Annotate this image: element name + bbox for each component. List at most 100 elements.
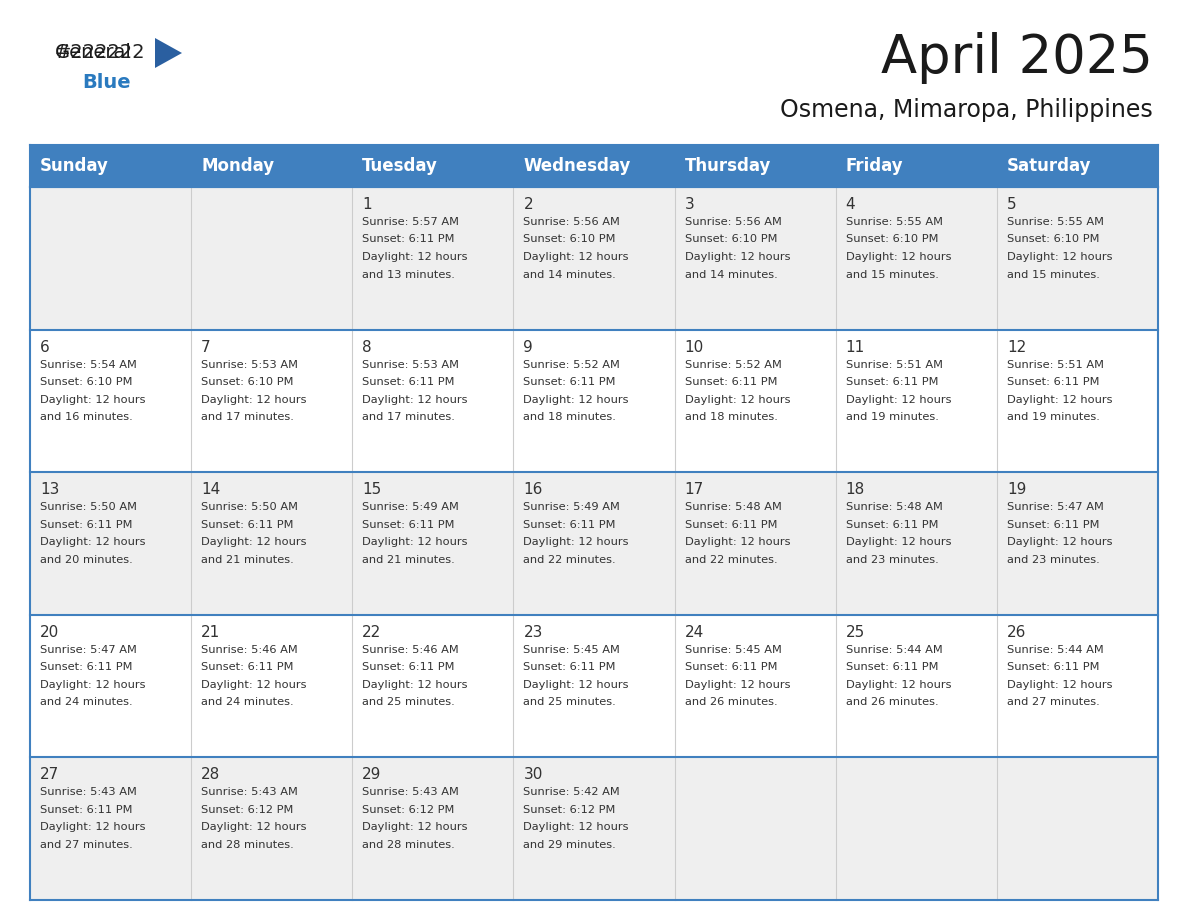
Bar	[191, 145, 353, 187]
Bar	[835, 145, 997, 187]
Text: Sunset: 6:12 PM: Sunset: 6:12 PM	[524, 805, 615, 815]
Text: Daylight: 12 hours: Daylight: 12 hours	[201, 395, 307, 405]
Text: Sunset: 6:10 PM: Sunset: 6:10 PM	[1007, 234, 1099, 244]
Text: Sunset: 6:12 PM: Sunset: 6:12 PM	[362, 805, 455, 815]
Text: Sunrise: 5:52 AM: Sunrise: 5:52 AM	[524, 360, 620, 370]
Text: Sunrise: 5:57 AM: Sunrise: 5:57 AM	[362, 217, 460, 227]
Text: 3: 3	[684, 197, 694, 212]
Text: and 23 minutes.: and 23 minutes.	[846, 554, 939, 565]
Text: Sunset: 6:11 PM: Sunset: 6:11 PM	[684, 377, 777, 387]
Bar	[513, 145, 675, 187]
Text: Monday: Monday	[201, 157, 274, 175]
Bar	[835, 615, 997, 757]
Text: Sunset: 6:11 PM: Sunset: 6:11 PM	[362, 662, 455, 672]
Text: 16: 16	[524, 482, 543, 498]
Text: Sunday: Sunday	[40, 157, 109, 175]
Bar	[675, 330, 835, 472]
Text: Sunrise: 5:52 AM: Sunrise: 5:52 AM	[684, 360, 782, 370]
Text: Daylight: 12 hours: Daylight: 12 hours	[846, 252, 952, 262]
Text: Saturday: Saturday	[1007, 157, 1092, 175]
Text: Sunrise: 5:51 AM: Sunrise: 5:51 AM	[846, 360, 943, 370]
Text: and 14 minutes.: and 14 minutes.	[684, 270, 777, 279]
Text: Sunset: 6:10 PM: Sunset: 6:10 PM	[524, 234, 615, 244]
Text: and 21 minutes.: and 21 minutes.	[201, 554, 293, 565]
Bar	[30, 145, 191, 187]
Text: Sunrise: 5:47 AM: Sunrise: 5:47 AM	[40, 644, 137, 655]
Text: Sunrise: 5:50 AM: Sunrise: 5:50 AM	[201, 502, 298, 512]
Bar	[353, 187, 513, 330]
Text: Daylight: 12 hours: Daylight: 12 hours	[524, 680, 628, 689]
Bar	[997, 145, 1158, 187]
Bar	[675, 615, 835, 757]
Text: Sunrise: 5:46 AM: Sunrise: 5:46 AM	[201, 644, 298, 655]
Text: Sunset: 6:12 PM: Sunset: 6:12 PM	[201, 805, 293, 815]
Bar	[997, 187, 1158, 330]
Bar	[30, 615, 191, 757]
Text: April 2025: April 2025	[881, 32, 1154, 84]
Text: and 20 minutes.: and 20 minutes.	[40, 554, 133, 565]
Bar	[513, 330, 675, 472]
Text: Sunset: 6:11 PM: Sunset: 6:11 PM	[846, 377, 939, 387]
Text: 13: 13	[40, 482, 59, 498]
Text: 11: 11	[846, 340, 865, 354]
Text: Sunset: 6:11 PM: Sunset: 6:11 PM	[362, 377, 455, 387]
Text: Daylight: 12 hours: Daylight: 12 hours	[362, 823, 468, 833]
Text: Daylight: 12 hours: Daylight: 12 hours	[362, 537, 468, 547]
Text: Daylight: 12 hours: Daylight: 12 hours	[524, 537, 628, 547]
Bar	[513, 472, 675, 615]
Text: 12: 12	[1007, 340, 1026, 354]
Bar	[191, 472, 353, 615]
Text: Daylight: 12 hours: Daylight: 12 hours	[1007, 395, 1112, 405]
Text: Daylight: 12 hours: Daylight: 12 hours	[684, 680, 790, 689]
Text: and 19 minutes.: and 19 minutes.	[846, 412, 939, 422]
Text: 9: 9	[524, 340, 533, 354]
Text: 2: 2	[524, 197, 533, 212]
Bar	[353, 145, 513, 187]
Bar	[675, 187, 835, 330]
Bar	[513, 187, 675, 330]
Bar	[997, 472, 1158, 615]
Text: and 28 minutes.: and 28 minutes.	[362, 840, 455, 850]
Bar	[191, 187, 353, 330]
Text: Daylight: 12 hours: Daylight: 12 hours	[40, 537, 145, 547]
Text: Daylight: 12 hours: Daylight: 12 hours	[201, 680, 307, 689]
Text: Daylight: 12 hours: Daylight: 12 hours	[40, 823, 145, 833]
Text: 14: 14	[201, 482, 221, 498]
Text: and 25 minutes.: and 25 minutes.	[524, 698, 617, 707]
Text: 17: 17	[684, 482, 703, 498]
Text: Sunset: 6:11 PM: Sunset: 6:11 PM	[362, 520, 455, 530]
Text: 6: 6	[40, 340, 50, 354]
Text: Sunset: 6:11 PM: Sunset: 6:11 PM	[684, 662, 777, 672]
Text: and 29 minutes.: and 29 minutes.	[524, 840, 617, 850]
Text: Daylight: 12 hours: Daylight: 12 hours	[684, 252, 790, 262]
Text: Sunset: 6:11 PM: Sunset: 6:11 PM	[846, 520, 939, 530]
Text: Thursday: Thursday	[684, 157, 771, 175]
Text: 23: 23	[524, 625, 543, 640]
Text: 30: 30	[524, 767, 543, 782]
Bar	[835, 757, 997, 900]
Text: and 15 minutes.: and 15 minutes.	[1007, 270, 1100, 279]
Text: Sunset: 6:10 PM: Sunset: 6:10 PM	[684, 234, 777, 244]
Bar	[191, 615, 353, 757]
Text: Daylight: 12 hours: Daylight: 12 hours	[846, 680, 952, 689]
Text: Sunrise: 5:45 AM: Sunrise: 5:45 AM	[684, 644, 782, 655]
Text: Daylight: 12 hours: Daylight: 12 hours	[362, 395, 468, 405]
Text: Wednesday: Wednesday	[524, 157, 631, 175]
Bar	[835, 330, 997, 472]
Text: and 19 minutes.: and 19 minutes.	[1007, 412, 1100, 422]
Text: Sunrise: 5:42 AM: Sunrise: 5:42 AM	[524, 788, 620, 798]
Text: Sunrise: 5:56 AM: Sunrise: 5:56 AM	[524, 217, 620, 227]
Text: 25: 25	[846, 625, 865, 640]
Text: Sunrise: 5:45 AM: Sunrise: 5:45 AM	[524, 644, 620, 655]
Text: Daylight: 12 hours: Daylight: 12 hours	[846, 537, 952, 547]
Text: Daylight: 12 hours: Daylight: 12 hours	[684, 395, 790, 405]
Text: and 27 minutes.: and 27 minutes.	[40, 840, 133, 850]
Text: Sunrise: 5:43 AM: Sunrise: 5:43 AM	[201, 788, 298, 798]
Text: Sunrise: 5:44 AM: Sunrise: 5:44 AM	[846, 644, 942, 655]
Text: Sunrise: 5:49 AM: Sunrise: 5:49 AM	[524, 502, 620, 512]
Text: Daylight: 12 hours: Daylight: 12 hours	[362, 252, 468, 262]
Text: Sunrise: 5:55 AM: Sunrise: 5:55 AM	[1007, 217, 1104, 227]
Text: Sunset: 6:11 PM: Sunset: 6:11 PM	[40, 805, 133, 815]
Text: Osmena, Mimaropa, Philippines: Osmena, Mimaropa, Philippines	[781, 98, 1154, 122]
Text: Sunrise: 5:55 AM: Sunrise: 5:55 AM	[846, 217, 943, 227]
